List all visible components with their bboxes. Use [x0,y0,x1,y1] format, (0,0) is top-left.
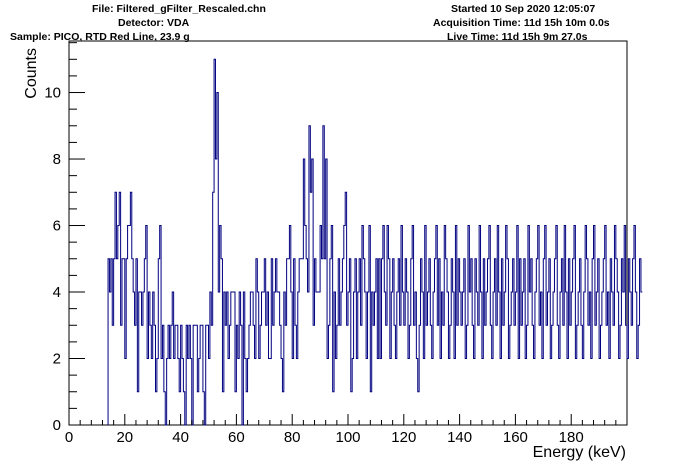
live-time-label: Live Time: 11d 15h 9m 27.0s [447,31,588,43]
plot-frame [68,40,628,426]
x-tick-label: 180 [559,429,584,446]
detector-label: Detector: VDA [118,17,190,29]
x-tick-label: 120 [391,429,416,446]
plot-border [68,40,628,426]
y-tick-label: 2 [53,351,61,368]
y-tick-label: 6 [53,218,61,235]
x-axis-title: Energy (keV) [533,444,626,461]
sample-label: Sample: PICO, RTD Red Line, 23.9 g [10,31,190,43]
y-tick-label: 4 [53,284,61,301]
x-tick-label: 140 [447,429,472,446]
x-tick-label: 160 [503,429,528,446]
spectrum-series [107,58,643,426]
started-label: Started 10 Sep 2020 12:05:07 [451,3,596,15]
x-tick-label: 60 [228,429,245,446]
x-tick-label: 0 [65,429,73,446]
y-tick-label: 10 [44,85,61,102]
y-axis-title: Counts [23,48,40,99]
x-tick-label: 40 [172,429,189,446]
x-tick-label: 80 [284,429,301,446]
acquisition-label: Acquisition Time: 11d 15h 10m 0.0s [433,17,610,29]
x-tick-label: 20 [116,429,133,446]
y-tick-label: 0 [53,417,61,434]
axes: 0 20 40 60 80 100 120 140 160 180 0 2 4 6 8 10 [44,42,617,446]
file-label: File: Filtered_gFilter_Rescaled.chn [92,3,266,15]
y-tick-label: 8 [53,151,61,168]
x-tick-label: 100 [335,429,360,446]
histogram [107,58,643,426]
